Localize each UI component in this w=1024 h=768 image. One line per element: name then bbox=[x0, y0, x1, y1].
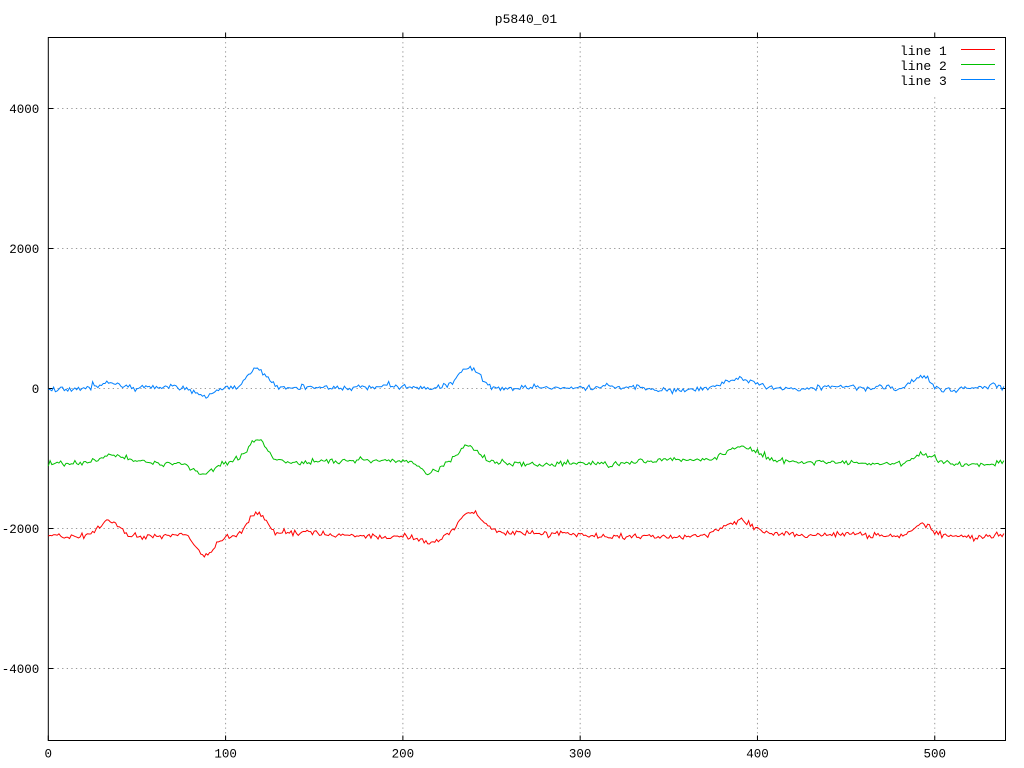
svg-text:2000: 2000 bbox=[9, 243, 39, 257]
svg-text:300: 300 bbox=[569, 748, 592, 762]
svg-text:0: 0 bbox=[45, 748, 53, 762]
svg-text:-2000: -2000 bbox=[2, 523, 40, 537]
svg-text:400: 400 bbox=[746, 748, 769, 762]
svg-text:0: 0 bbox=[32, 383, 40, 397]
svg-text:100: 100 bbox=[214, 748, 237, 762]
svg-text:-4000: -4000 bbox=[2, 663, 40, 677]
svg-text:200: 200 bbox=[392, 748, 415, 762]
svg-text:4000: 4000 bbox=[9, 103, 39, 117]
svg-text:500: 500 bbox=[923, 748, 946, 762]
